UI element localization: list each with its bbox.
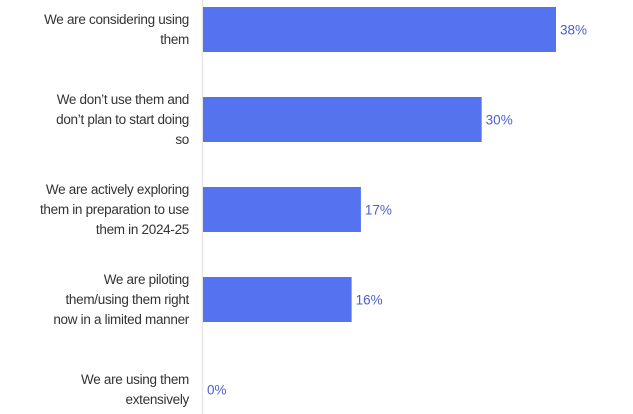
bar (203, 7, 556, 52)
category-label-line: them in 2024-25 (95, 221, 189, 237)
category-label: We are using them extensively (0, 370, 189, 410)
category-label-line: We are using them (81, 371, 189, 387)
data-label: 16% (356, 293, 383, 308)
bar (203, 97, 482, 142)
category-label-line: We are piloting (103, 271, 190, 287)
data-label: 38% (560, 23, 587, 38)
data-label: 17% (365, 203, 392, 218)
category-label-line: We are actively exploring (45, 181, 189, 197)
category-label-line: now in a limited manner (53, 311, 189, 327)
category-label-line: don’t plan to start doing (56, 111, 189, 127)
category-label-line: extensively (125, 391, 190, 407)
category-label-line: We don’t use them and (56, 91, 190, 107)
data-label: 30% (486, 113, 513, 128)
category-label: We don’t use them and don’t plan to start… (0, 90, 189, 150)
category-label-line: them/using them right (65, 291, 189, 307)
bar (203, 277, 352, 322)
bar (203, 187, 361, 232)
category-label: We are piloting them/using them right now … (0, 270, 189, 330)
data-label: 0% (207, 383, 227, 398)
category-label-line: them in preparation to use (39, 201, 189, 217)
category-label-line: We are considering using (44, 11, 189, 27)
category-label: We are considering using them (0, 10, 189, 50)
category-label-line: so (175, 131, 189, 147)
category-label: We are actively exploring them in prepara… (0, 180, 189, 240)
category-label-line: them (160, 31, 189, 47)
